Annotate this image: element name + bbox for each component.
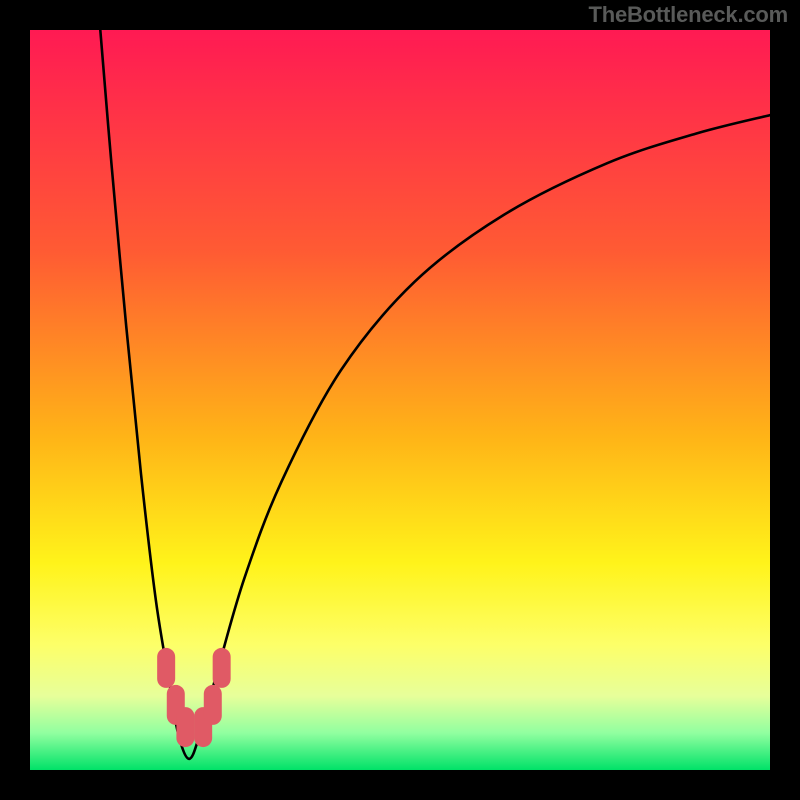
watermark-label: TheBottleneck.com xyxy=(588,2,788,28)
chart-svg xyxy=(30,30,770,770)
marker xyxy=(213,648,231,688)
bottleneck-chart-figure: TheBottleneck.com xyxy=(0,0,800,800)
marker xyxy=(157,648,175,688)
plot-area xyxy=(30,30,770,770)
marker xyxy=(204,685,222,725)
marker xyxy=(176,707,194,747)
